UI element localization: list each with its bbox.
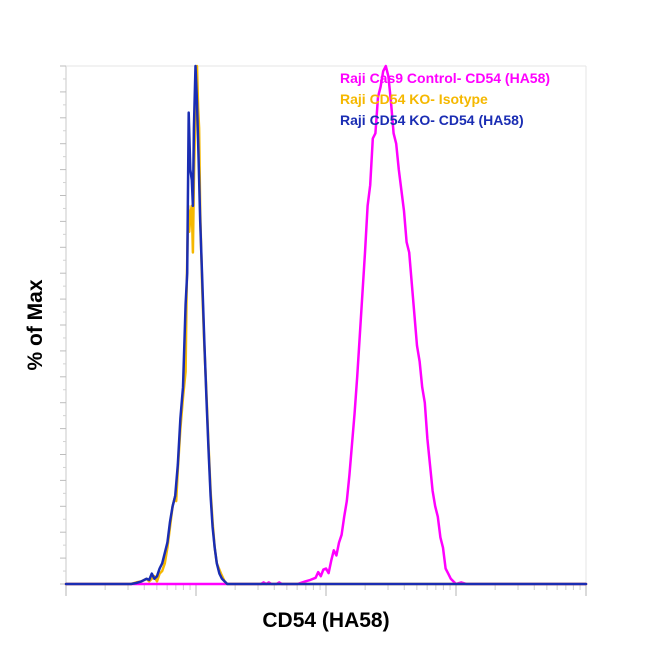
- legend-entry-3: Raji CD54 KO- CD54 (HA58): [340, 112, 524, 128]
- series-line-3: [64, 64, 588, 586]
- x-axis-title: CD54 (HA58): [262, 609, 389, 632]
- y-axis-title: % of Max: [24, 279, 47, 370]
- y-axis-ticks: [60, 65, 66, 585]
- legend-entry-1: Raji Cas9 Control- CD54 (HA58): [340, 70, 550, 86]
- legend: Raji Cas9 Control- CD54 (HA58) Raji CD54 …: [340, 70, 550, 128]
- legend-entry-2: Raji CD54 KO- Isotype: [340, 91, 488, 107]
- series-lines: [64, 64, 588, 586]
